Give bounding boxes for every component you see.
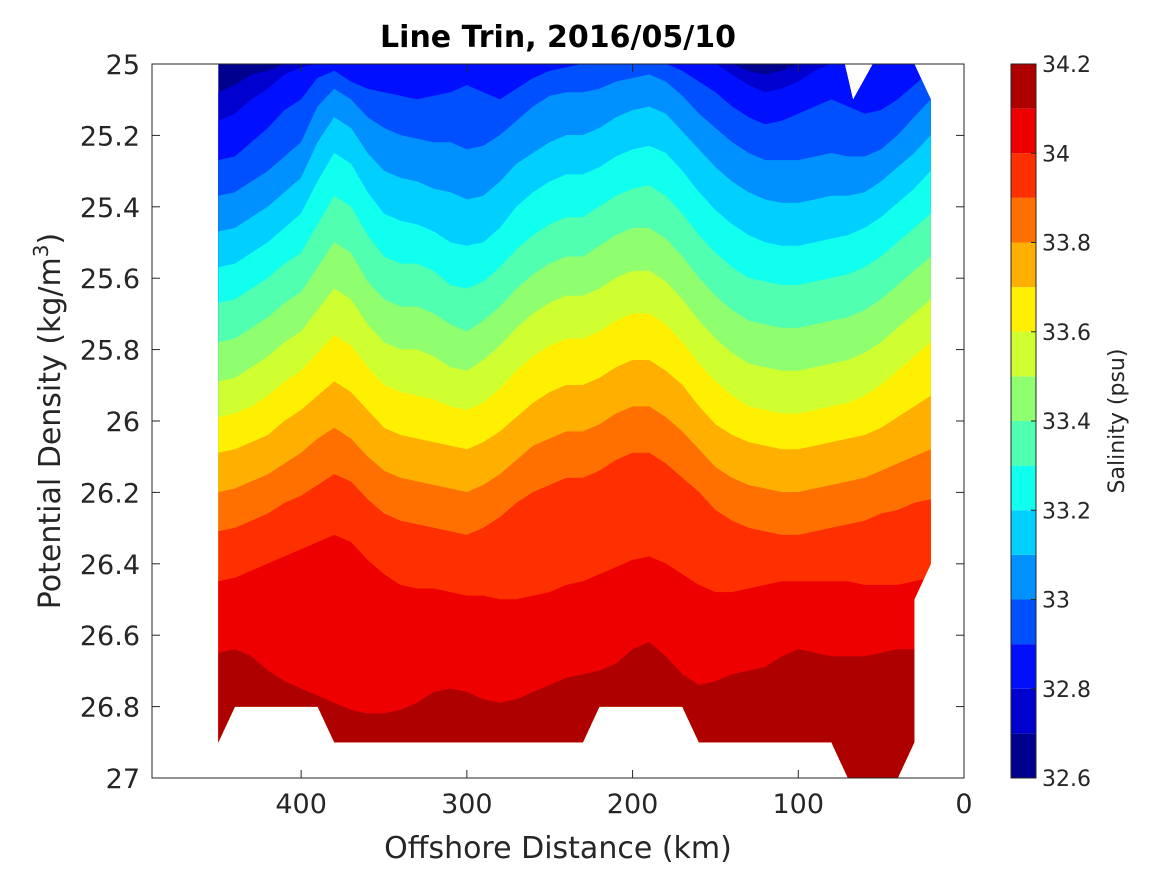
y-tick-label: 26.6 — [80, 621, 140, 652]
colorbar-band-32.6 — [1011, 733, 1036, 778]
colorbar-band-32.7 — [1011, 688, 1036, 734]
colorbar-label: Salinity (psu) — [1105, 349, 1130, 494]
colorbar-tick-label: 33.2 — [1042, 499, 1091, 524]
y-tick-label: 26 — [106, 407, 140, 438]
y-tick-label: 25.4 — [80, 193, 140, 224]
colorbar-tick-label: 32.6 — [1042, 767, 1091, 792]
colorbar-tick-label: 34.2 — [1042, 53, 1091, 78]
y-tick-label: 27 — [106, 764, 140, 795]
colorbar-bands — [1011, 64, 1036, 778]
plot-area: 400 300 200 100 0 25 25.2 25.4 25.6 25.8 26 26.2 26… — [80, 50, 973, 820]
y-tick-label: 25.2 — [80, 121, 140, 152]
y-axis-label-main: Potential Density (kg/m — [33, 257, 68, 609]
x-tick-label: 300 — [441, 789, 493, 820]
colorbar-band-34 — [1011, 108, 1036, 154]
x-axis-ticks: 400 300 200 100 0 — [275, 64, 973, 820]
colorbar-band-33.9 — [1011, 153, 1036, 198]
colorbar-tick-label: 33.6 — [1042, 321, 1091, 346]
x-tick-label: 100 — [773, 789, 825, 820]
colorbar-band-33.3 — [1011, 421, 1036, 466]
contour-band-34.2 — [831, 731, 915, 778]
x-tick-label: 200 — [607, 789, 659, 820]
contour-fill-layers — [218, 64, 931, 778]
x-axis-label: Offshore Distance (km) — [384, 831, 732, 866]
colorbar-tick-label: 33 — [1042, 589, 1070, 614]
colorbar-band-33.6 — [1011, 287, 1036, 332]
y-axis-label-superscript: 3 — [29, 244, 53, 257]
y-axis-ticks: 25 25.2 25.4 25.6 25.8 26 26.2 26.4 26.6 26.8 27 — [80, 50, 964, 795]
colorbar-band-33.7 — [1011, 242, 1036, 288]
y-tick-label: 25.8 — [80, 336, 140, 367]
chart-title: Line Trin, 2016/05/10 — [380, 20, 736, 55]
colorbar-tick-label: 33.4 — [1042, 410, 1091, 435]
colorbar-tick-label: 32.8 — [1042, 678, 1091, 703]
colorbar-band-33.1 — [1011, 510, 1036, 555]
y-axis-label-close: ) — [33, 233, 68, 245]
colorbar-tick-label: 33.8 — [1042, 232, 1091, 257]
y-tick-label: 25.6 — [80, 264, 140, 295]
x-tick-label: 0 — [955, 789, 972, 820]
y-axis-label: Potential Density (kg/m3) — [29, 233, 68, 609]
colorbar-ticks: 32.6 32.8 33 33.2 33.4 33.6 33.8 34 34.2 — [1031, 53, 1091, 792]
colorbar-band-32.9 — [1011, 599, 1036, 645]
colorbar-tick-label: 34 — [1042, 142, 1070, 167]
colorbar-band-33.5 — [1011, 331, 1036, 377]
y-tick-label: 26.2 — [80, 478, 140, 509]
colorbar-band-32.8 — [1011, 644, 1036, 689]
colorbar-band-33.4 — [1011, 376, 1036, 421]
colorbar-band-33.8 — [1011, 197, 1036, 243]
contour-clipped-group — [218, 64, 931, 778]
y-tick-label: 26.4 — [80, 550, 140, 581]
colorbar: 32.6 32.8 33 33.2 33.4 33.6 33.8 34 34.2 Salinit… — [1010, 53, 1130, 792]
y-tick-label: 26.8 — [80, 693, 140, 724]
y-tick-label: 25 — [106, 50, 140, 81]
colorbar-band-34.1 — [1011, 64, 1036, 109]
x-tick-label: 400 — [275, 789, 327, 820]
colorbar-band-33 — [1011, 554, 1036, 600]
colorbar-band-33.2 — [1011, 465, 1036, 511]
